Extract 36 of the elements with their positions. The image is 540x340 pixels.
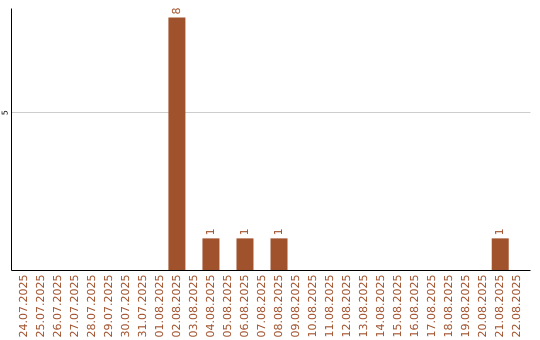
y-tick-label: 5 (0, 110, 10, 116)
x-tick-label: 30.07.2025 (118, 274, 132, 338)
data-label: 1 (272, 228, 286, 236)
x-tick-label: 18.08.2025 (442, 274, 456, 338)
x-tick-label: 20.08.2025 (476, 274, 490, 338)
x-tick-label: 04.08.2025 (204, 274, 217, 338)
x-tick-label: 31.07.2025 (136, 274, 149, 338)
x-tick-label: 11.08.2025 (323, 274, 336, 338)
x-tick-label: 29.07.2025 (102, 274, 115, 338)
x-tick-label: 08.08.2025 (272, 274, 286, 338)
x-tick-label: 17.08.2025 (425, 274, 438, 338)
x-tick-label: 28.07.2025 (84, 274, 98, 338)
x-tick-label: 21.08.2025 (493, 274, 506, 338)
x-tick-label: 02.08.2025 (170, 274, 183, 338)
x-tick-label: 19.08.2025 (459, 274, 472, 338)
x-tick-label: 13.08.2025 (357, 274, 370, 338)
x-tick-label: 12.08.2025 (340, 274, 354, 338)
data-label: 8 (170, 7, 183, 14)
x-tick-label: 09.08.2025 (289, 274, 302, 338)
x-tick-label: 15.08.2025 (391, 274, 404, 338)
x-tick-label: 03.08.2025 (186, 274, 200, 338)
data-label: 1 (204, 228, 217, 236)
x-tick-label: 10.08.2025 (306, 274, 320, 338)
x-tick-label: 24.07.2025 (16, 274, 30, 338)
x-tick-label: 01.08.2025 (152, 274, 166, 338)
x-tick-label: 06.08.2025 (238, 274, 251, 338)
x-tick-label: 27.07.2025 (68, 274, 81, 338)
data-label: 1 (238, 228, 251, 236)
x-tick-label: 26.07.2025 (50, 274, 64, 338)
x-tick-label: 16.08.2025 (408, 274, 422, 338)
x-tick-label: 22.08.2025 (510, 274, 524, 338)
x-tick-label: 25.07.2025 (34, 274, 47, 338)
x-tick-label: 14.08.2025 (374, 274, 388, 338)
x-tick-label: 07.08.2025 (254, 274, 268, 338)
data-label: 1 (493, 228, 506, 236)
x-tick-label: 05.08.2025 (220, 274, 234, 338)
